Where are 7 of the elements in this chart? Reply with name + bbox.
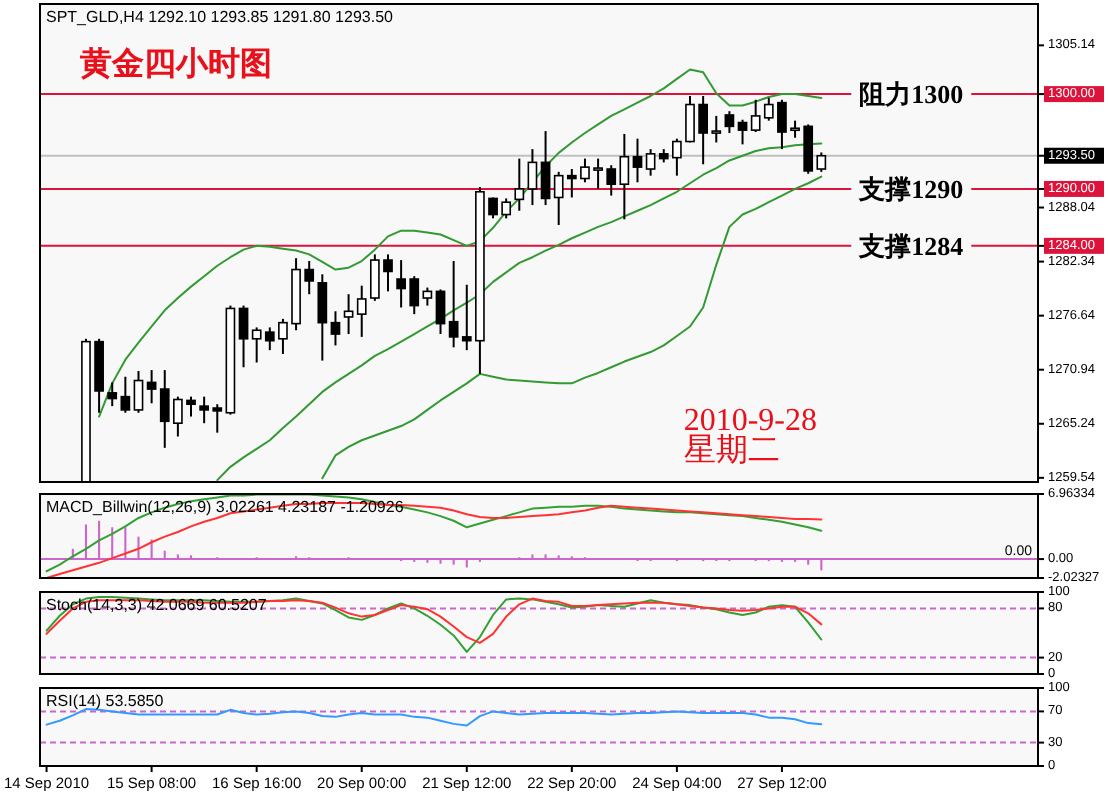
title: SPT_GLD,H4 1292.10 1293.85 1291.80 1293.50: [46, 8, 393, 26]
subtitle: 黄金四小时图: [80, 48, 272, 82]
annotation: 星期二: [683, 434, 780, 468]
ref-label: 阻力1300: [859, 79, 964, 110]
ref-label: 支撑1290: [859, 173, 964, 204]
title: RSI(14) 53.5850: [46, 692, 164, 710]
ref-label: 支撑1284: [859, 230, 964, 261]
